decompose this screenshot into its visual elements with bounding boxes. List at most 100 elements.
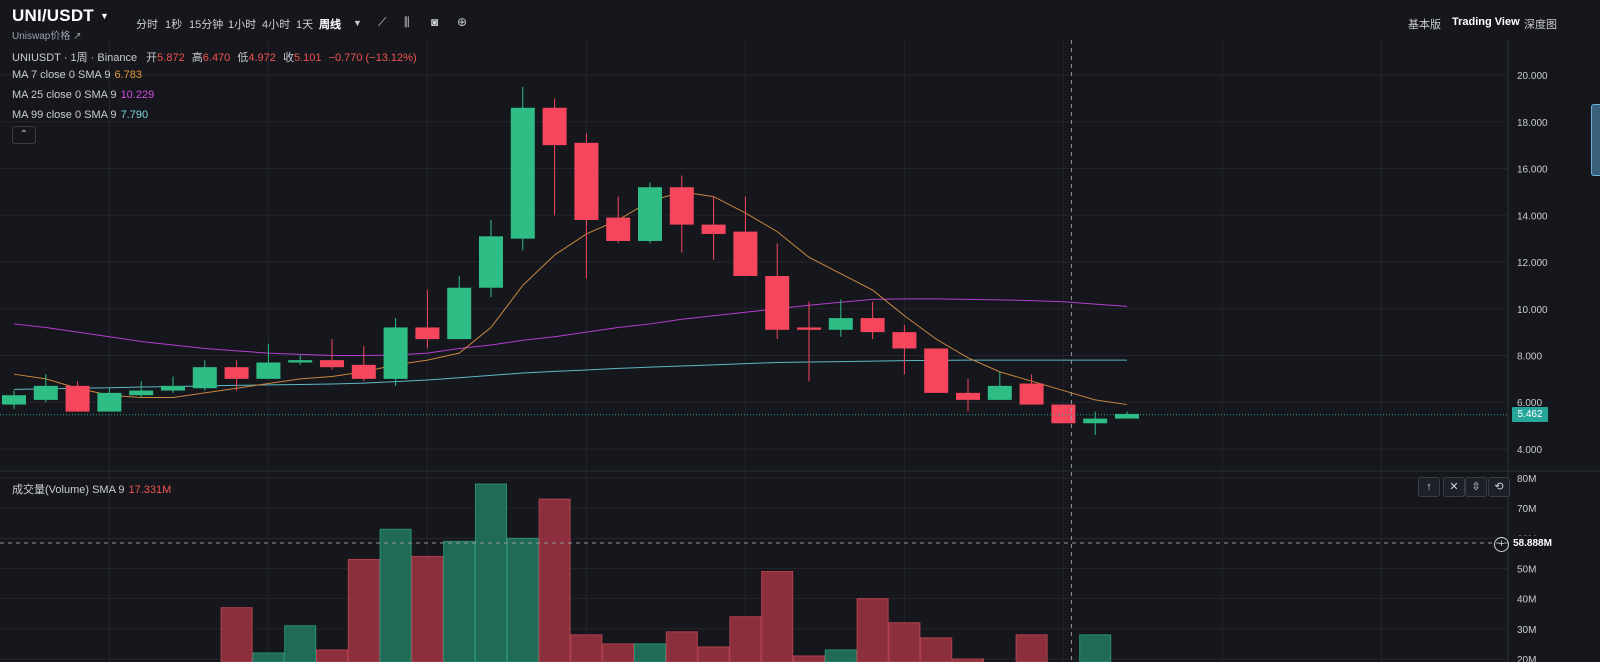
volume-bar	[761, 571, 794, 662]
volume-bar	[697, 646, 730, 662]
volume-tick-label: 80M	[1517, 474, 1536, 485]
low-label: 低	[237, 52, 249, 64]
pair-title[interactable]: UNI/USDT	[12, 6, 94, 25]
move-pane-up-icon[interactable]: ↑	[1418, 477, 1440, 497]
price-tick-label: 20.000	[1517, 71, 1548, 82]
close-pane-icon[interactable]: ✕	[1443, 477, 1465, 497]
volume-tick-label: 40M	[1517, 595, 1536, 606]
indicators-icon[interactable]: ⟋	[378, 15, 387, 29]
candle-body	[765, 276, 790, 330]
low-value: 4.972	[248, 52, 276, 64]
high-value: 6.470	[202, 52, 231, 64]
more-timeframes-icon[interactable]: ▼	[353, 18, 362, 28]
open-label: 开	[146, 52, 158, 64]
top-toolbar: UNI/USDT ▼ Uniswap价格 ↗ 分时 1秒 15分钟 1小时 4小…	[0, 0, 1600, 42]
candle-body	[97, 392, 122, 412]
volume-bar	[252, 652, 285, 662]
view-depth[interactable]: 深度图	[1524, 19, 1557, 31]
candle-body	[447, 287, 472, 340]
candle-body	[479, 236, 503, 288]
candle-body	[924, 348, 949, 393]
candle-body	[733, 231, 758, 277]
open-value: 5.872	[157, 52, 185, 64]
candle-body	[33, 385, 58, 400]
candle-body	[351, 364, 376, 379]
volume-label: 成交量(Volume) SMA 9	[12, 484, 125, 496]
view-basic[interactable]: 基本版	[1408, 19, 1441, 31]
volume-bar	[570, 634, 603, 662]
timeframe-4h[interactable]: 4小时	[262, 19, 291, 31]
volume-bar	[602, 643, 635, 662]
candle-body	[224, 367, 249, 379]
volume-bar	[347, 558, 380, 662]
volume-bar	[411, 555, 444, 662]
volume-bar	[316, 649, 348, 662]
maximize-pane-icon[interactable]: ⟲	[1488, 477, 1510, 497]
change-value: −0.770 (−13.12%)	[328, 52, 417, 64]
pair-dropdown-icon[interactable]: ▼	[100, 11, 109, 21]
price-tick-label: 8.000	[1517, 351, 1542, 362]
ma7-label: MA 7 close 0 SMA 9	[12, 69, 111, 81]
timeframe-15m[interactable]: 15分钟	[189, 19, 224, 31]
candle-body	[320, 360, 344, 368]
timeframe-1s[interactable]: 1秒	[165, 19, 183, 31]
ma99-value: 7.790	[120, 109, 149, 121]
timeframe-1d[interactable]: 1天	[296, 19, 314, 31]
ma25-legend[interactable]: MA 25 close 0 SMA 9 10.229	[12, 89, 154, 101]
volume-bar	[888, 622, 921, 662]
candle-body	[1051, 404, 1076, 424]
last-price-tag: 5.462	[1512, 407, 1548, 422]
candle-body	[1083, 418, 1108, 424]
volume-bar	[920, 637, 953, 662]
volume-bar	[729, 616, 762, 662]
collapse-legend-button[interactable]: ⌃	[12, 126, 36, 144]
collapse-pane-icon[interactable]: ⇳	[1465, 477, 1487, 497]
add-icon[interactable]: ⊕	[457, 15, 468, 29]
timeframe-fenshi[interactable]: 分时	[136, 19, 158, 31]
price-tick-label: 18.000	[1517, 118, 1548, 129]
candle-body	[510, 107, 535, 239]
timeframe-1h[interactable]: 1小时	[228, 19, 257, 31]
close-value: 5.101	[293, 52, 322, 64]
ma7-value: 6.783	[114, 69, 142, 81]
candle-body	[606, 217, 631, 241]
timeframe-1w[interactable]: 周线	[319, 19, 341, 31]
ma99-label: MA 99 close 0 SMA 9	[12, 109, 117, 121]
candle-body	[956, 392, 980, 400]
price-tick-label: 12.000	[1517, 258, 1548, 269]
candle-body	[1019, 383, 1044, 405]
ohlc-legend: UNIUSDT · 1周 · Binance 开5.872 高6.470 低4.…	[12, 49, 417, 65]
price-tick-label: 6.000	[1517, 398, 1542, 409]
price-tick-label: 4.000	[1517, 445, 1542, 456]
candle-body	[542, 107, 567, 146]
close-label: 收	[282, 52, 294, 64]
view-tradingview[interactable]: Trading View	[1452, 16, 1520, 28]
volume-bar	[379, 528, 412, 662]
side-panel-handle[interactable]	[1591, 104, 1600, 176]
volume-tick-label: 20M	[1517, 655, 1536, 662]
candle-type-icon[interactable]: ⫼	[404, 15, 410, 29]
pair-subtitle[interactable]: Uniswap价格 ↗	[12, 31, 82, 42]
volume-bar	[856, 598, 889, 662]
candle-body	[2, 395, 26, 405]
candle-body	[860, 318, 885, 333]
add-alert-icon[interactable]: +	[1494, 537, 1509, 552]
ma7-line	[13, 191, 1128, 406]
candle-body	[828, 318, 853, 330]
ma99-legend[interactable]: MA 99 close 0 SMA 9 7.790	[12, 109, 148, 121]
volume-bar	[1079, 634, 1112, 662]
candle-body	[383, 327, 408, 379]
volume-bar	[665, 631, 698, 662]
volume-legend[interactable]: 成交量(Volume) SMA 9 17.331M	[12, 481, 171, 497]
volume-bar	[824, 649, 857, 662]
volume-tick-label: 70M	[1517, 504, 1536, 515]
candle-body	[192, 367, 217, 389]
price-tick-label: 10.000	[1517, 305, 1548, 316]
ma7-legend[interactable]: MA 7 close 0 SMA 9 6.783	[12, 69, 142, 81]
candle-body	[892, 332, 917, 349]
camera-icon[interactable]: ◙	[431, 15, 439, 29]
volume-bar	[506, 537, 539, 662]
volume-bar	[1015, 634, 1048, 662]
volume-sma-value: 17.331M	[128, 484, 172, 496]
